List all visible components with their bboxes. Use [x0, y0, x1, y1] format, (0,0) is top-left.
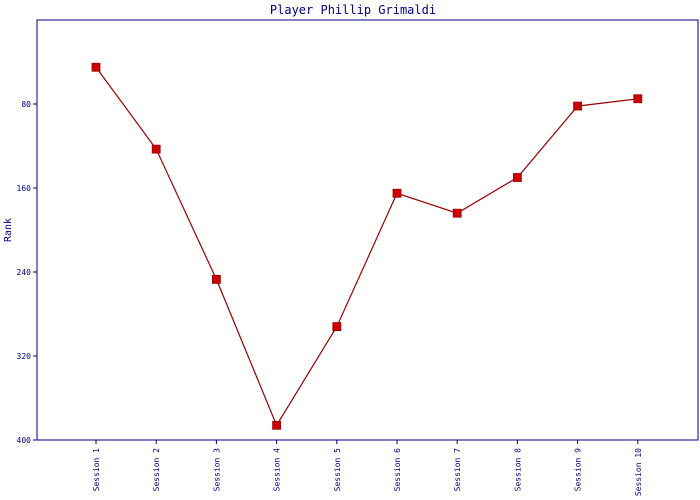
y-tick-label: 320: [17, 352, 32, 361]
data-point: [272, 420, 282, 430]
data-point: [151, 144, 161, 154]
y-tick-label: 80: [21, 100, 31, 109]
x-tick-label: Session 7: [453, 448, 462, 492]
x-tick-label: Session 8: [513, 448, 522, 492]
x-tick-label: Session 2: [152, 448, 161, 492]
x-ticks: Session 1 Session 2 Session 3 Session 4 Sess…: [92, 440, 643, 496]
x-tick-label: Session 3: [212, 448, 221, 492]
y-tick-label: 240: [17, 268, 32, 277]
plot-frame: [36, 19, 699, 441]
y-ticks: 80 160 240 320 400: [17, 100, 37, 445]
series-rank: [91, 62, 643, 430]
x-tick-label: Session 6: [393, 448, 402, 492]
y-axis-label: Rank: [3, 218, 14, 242]
chart-title: Player Phillip Grimaldi: [270, 3, 436, 17]
x-tick-label: Session 10: [634, 448, 643, 496]
data-point: [573, 101, 582, 111]
data-point: [452, 208, 462, 218]
x-tick-label: Session 4: [273, 448, 282, 492]
x-tick-label: Session 1: [92, 448, 101, 492]
data-point: [211, 274, 221, 284]
data-point: [633, 94, 643, 104]
series-line: [95, 66, 638, 427]
data-point: [513, 173, 522, 182]
x-tick-label: Session 9: [574, 448, 583, 492]
data-point: [91, 62, 101, 72]
y-tick-label: 160: [17, 184, 32, 193]
x-tick-label: Session 5: [333, 448, 342, 492]
data-point: [392, 188, 402, 198]
y-tick-label: 400: [17, 436, 32, 445]
data-point: [332, 322, 342, 332]
